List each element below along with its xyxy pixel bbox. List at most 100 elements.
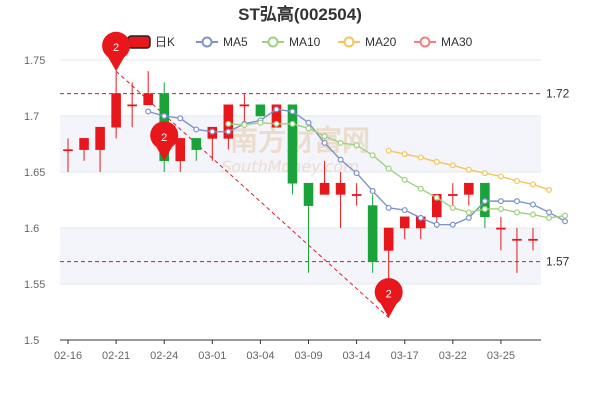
candle-body	[271, 104, 282, 128]
ma-point	[257, 119, 264, 126]
ma-point	[513, 177, 520, 184]
candle	[464, 182, 474, 206]
watermark-text: 南方财富网	[230, 124, 370, 157]
legend-item: MA30	[414, 35, 473, 49]
legend: 日K MA5 MA10 MA20 MA30	[127, 35, 473, 49]
x-tick-label: 03-09	[294, 350, 322, 362]
candle-body	[143, 93, 153, 106]
ma-point	[241, 121, 248, 128]
ma-point	[449, 204, 456, 211]
ma-point	[353, 170, 360, 177]
candle	[287, 104, 298, 195]
candle-body	[175, 138, 186, 162]
ma-point	[513, 198, 520, 205]
legend-swatch-dot	[343, 36, 355, 48]
candle-body	[95, 126, 105, 150]
legend-label: 日K	[155, 35, 175, 49]
y-tick-label: 1.75	[24, 55, 45, 67]
ma-point	[465, 209, 472, 216]
ma-point	[529, 201, 536, 208]
candle	[367, 194, 378, 273]
marker-label: 2	[161, 132, 167, 144]
ma-point	[417, 214, 424, 221]
marker-shape	[150, 121, 179, 161]
ma-point	[289, 108, 296, 115]
candle-body	[79, 138, 89, 150]
candle	[143, 71, 153, 106]
ma-point	[385, 165, 392, 172]
reference-lines: 1.72 1.57	[60, 87, 570, 269]
y-tick-label: 1.7	[24, 111, 39, 123]
ma-point	[369, 152, 376, 159]
ma-point	[401, 176, 408, 183]
ma-point	[546, 214, 553, 221]
ma-series	[385, 147, 553, 193]
candle	[127, 82, 137, 128]
reference-line-label: 1.57	[546, 255, 570, 269]
ma-point	[562, 218, 569, 225]
x-tick-label: 03-01	[198, 350, 226, 362]
candle-body	[255, 104, 266, 117]
axes: 1.5 1.55 1.6 1.65 1.7 1.75 02-16 02-21 02-24 03-0…	[24, 55, 541, 362]
legend-swatch-dot	[267, 36, 279, 48]
ma-point	[433, 158, 440, 165]
ma-point	[465, 214, 472, 221]
legend-item: MA20	[338, 35, 397, 49]
ma-point	[449, 221, 456, 228]
y-tick-label: 1.65	[24, 167, 45, 179]
candle	[175, 138, 186, 172]
candle-body	[464, 182, 474, 195]
ma-point	[562, 212, 569, 219]
legend-swatch-dot	[201, 36, 213, 48]
candle-body	[448, 194, 458, 196]
candle-body	[111, 93, 121, 128]
ma-point	[193, 126, 200, 133]
x-tick-label: 03-14	[343, 350, 371, 362]
candle-body	[496, 227, 506, 230]
candle-body	[431, 194, 442, 218]
ma-point	[273, 106, 280, 113]
ma-line	[228, 122, 566, 219]
marker-shape	[102, 31, 131, 72]
ma-point	[209, 128, 216, 135]
y-tick-label: 1.5	[24, 335, 39, 347]
candle	[63, 138, 73, 172]
ma-point	[497, 198, 504, 205]
candle-body	[319, 182, 330, 195]
legend-item: MA5	[196, 35, 248, 49]
candle	[319, 160, 330, 195]
moving-averages	[145, 106, 569, 228]
ma-point	[529, 211, 536, 218]
candle-body	[63, 149, 73, 152]
y-tick-label: 1.6	[24, 223, 39, 235]
candles	[63, 71, 538, 318]
candle-body	[399, 216, 410, 229]
ma-point	[417, 154, 424, 161]
x-tick-label: 02-24	[150, 350, 178, 362]
ma-point	[161, 112, 168, 119]
marker-pin: 2	[374, 278, 403, 318]
ma-point	[369, 188, 376, 195]
ma-point	[289, 120, 296, 127]
ma-series	[145, 106, 569, 228]
x-tick-label: 03-17	[391, 350, 419, 362]
legend-item: 日K	[127, 35, 175, 49]
chart-title: ST弘高(002504)	[238, 4, 362, 24]
ma-point	[225, 128, 232, 135]
candle	[496, 216, 506, 251]
ma-point	[273, 120, 280, 127]
legend-swatch-box	[127, 35, 151, 49]
candle	[448, 183, 458, 206]
candle-body	[383, 227, 394, 251]
ma-point	[546, 186, 553, 193]
x-tick-label: 02-21	[102, 350, 130, 362]
ma-point	[449, 162, 456, 169]
marker-pin: 2	[102, 31, 131, 72]
marker-pin: 2	[150, 121, 179, 161]
ma-point	[305, 119, 312, 126]
candle	[79, 138, 89, 161]
x-tick-label: 02-16	[54, 350, 82, 362]
legend-item: MA10	[262, 35, 321, 49]
ma-point	[433, 194, 440, 201]
